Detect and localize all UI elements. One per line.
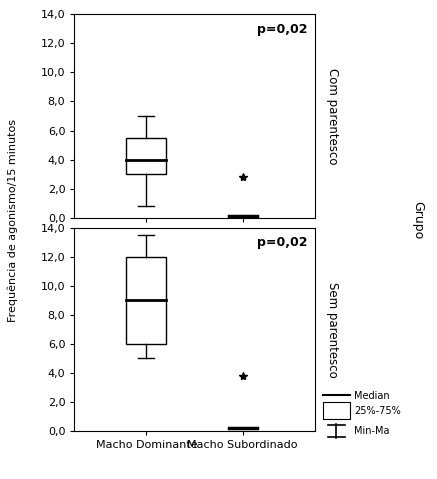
Y-axis label: Sem parentesco: Sem parentesco [326, 282, 339, 377]
Y-axis label: Com parentesco: Com parentesco [326, 68, 339, 164]
Text: Median: Median [354, 391, 390, 401]
Bar [126, 138, 166, 174]
Text: 25%-75%: 25%-75% [354, 406, 401, 416]
Text: Min-Ma: Min-Ma [354, 426, 389, 436]
Text: Grupo: Grupo [411, 201, 424, 240]
Bar [126, 257, 166, 344]
Text: Frequência de agonismo/15 minutos: Frequência de agonismo/15 minutos [8, 119, 18, 322]
Text: p=0,02: p=0,02 [257, 23, 307, 35]
Text: p=0,02: p=0,02 [257, 236, 307, 249]
